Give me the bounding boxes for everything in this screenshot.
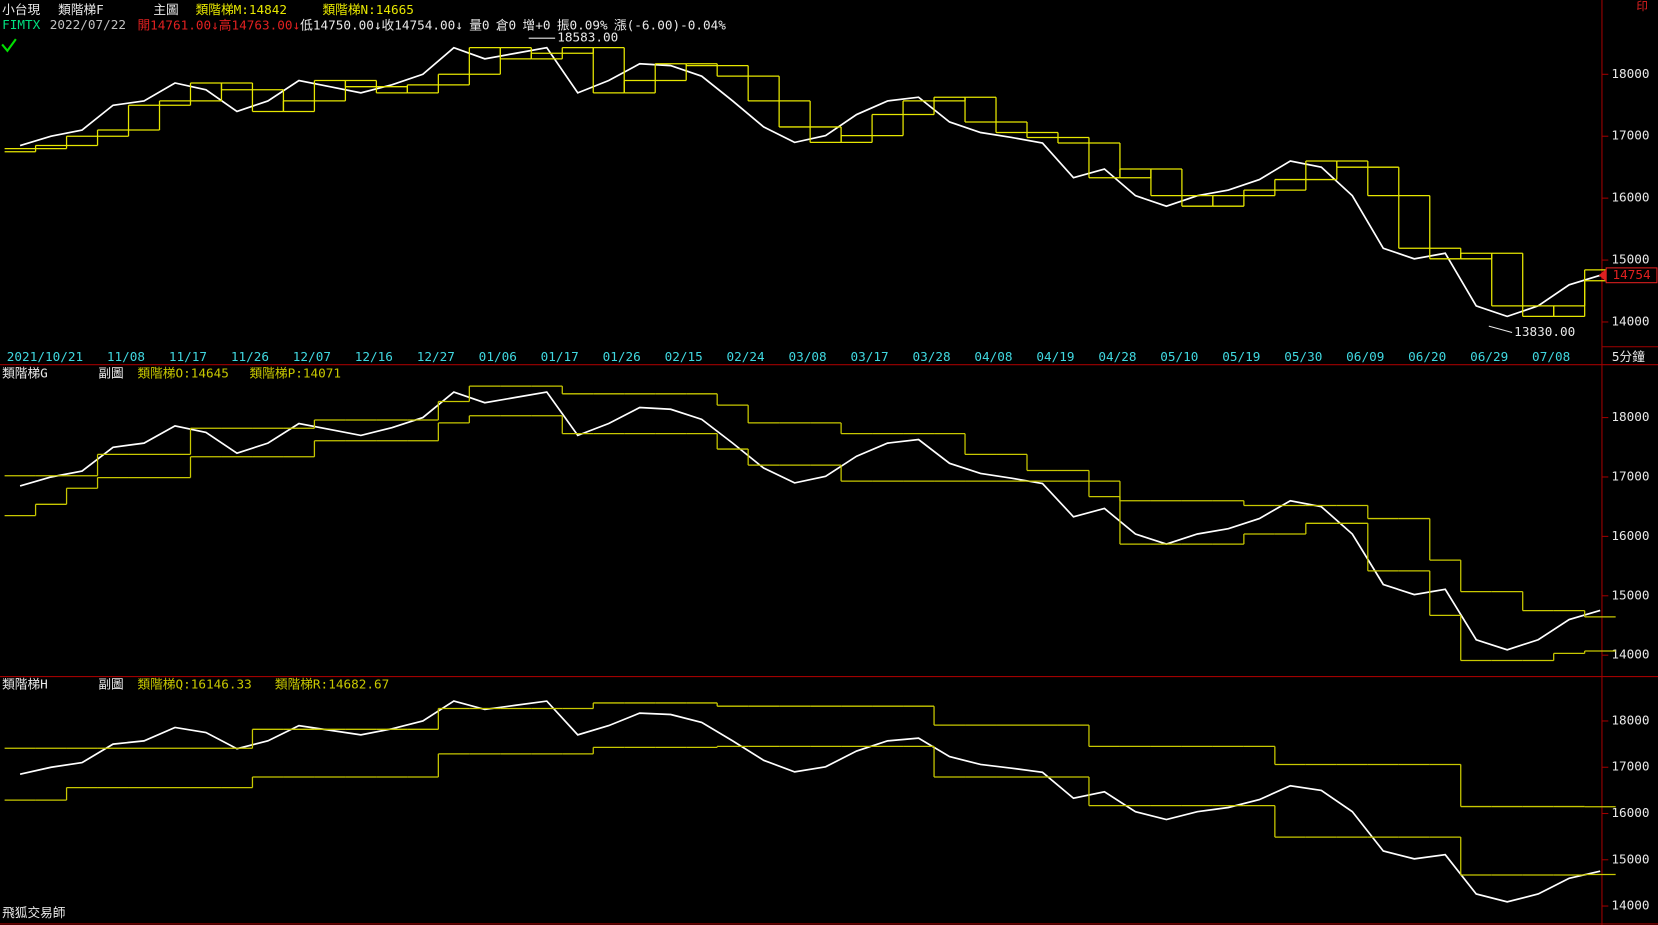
y-tick-label: 17000 <box>1611 759 1649 774</box>
x-tick-label: 11/26 <box>231 349 269 364</box>
x-tick-label: 11/17 <box>169 349 207 364</box>
x-tick-label: 05/30 <box>1284 349 1322 364</box>
quote-item: 收14754.00↓ <box>382 17 463 32</box>
footer: 飛狐交易師 <box>2 905 66 920</box>
x-tick-label: 03/17 <box>850 349 888 364</box>
x-tick-label: 06/29 <box>1470 349 1508 364</box>
x-tick-label: 02/24 <box>727 349 766 364</box>
last-price-label: 14754 <box>1612 267 1651 282</box>
y-tick-label: 15000 <box>1611 851 1649 866</box>
pane-header: 類階梯F <box>58 2 104 17</box>
pane-header: 主圖 <box>153 2 178 17</box>
check-icon <box>1 38 17 53</box>
quote-item: 開14761.00↓ <box>137 17 218 32</box>
quote-item: 振0.09% <box>557 17 608 32</box>
y-tick-label: 17000 <box>1611 128 1649 143</box>
symbol: FIMTX <box>2 17 41 32</box>
x-tick-label: 01/26 <box>603 349 641 364</box>
x-tick-label: 01/17 <box>541 349 579 364</box>
x-tick-label: 06/20 <box>1408 349 1446 364</box>
last-price-arrow <box>1598 268 1607 282</box>
legend-entry: 類階梯P:14071 <box>250 366 341 381</box>
y-tick-label: 16000 <box>1611 190 1649 205</box>
quote-item: 低14750.00↓ <box>300 17 381 32</box>
annotation-pointer <box>1488 325 1513 334</box>
x-tick-label: 12/16 <box>355 349 393 364</box>
x-tick-label: 03/28 <box>912 349 950 364</box>
x-tick-label: 12/07 <box>293 349 331 364</box>
y-tick-label: 16000 <box>1611 528 1649 543</box>
legend-entry: 類階梯R:14682.67 <box>275 677 389 692</box>
y-tick-label: 16000 <box>1611 805 1649 820</box>
annotation: 13830.00 <box>1514 324 1575 339</box>
pane-header: 類階梯H <box>2 677 48 692</box>
x-tick-label: 07/08 <box>1532 349 1570 364</box>
y-tick-label: 15000 <box>1611 252 1649 267</box>
y-tick-label: 14000 <box>1611 647 1649 662</box>
quote-item: 高14763.00↓ <box>219 17 300 32</box>
quote-date: 2022/07/22 <box>50 17 126 32</box>
y-tick-label: 18000 <box>1611 66 1649 81</box>
legend-entry: 類階梯M:14842 <box>196 2 287 17</box>
x-tick-label: 12/27 <box>417 349 455 364</box>
pane-header: 類階梯G <box>2 366 48 381</box>
y-tick-label: 15000 <box>1611 587 1649 602</box>
x-tick-label: 11/08 <box>107 349 145 364</box>
x-tick-label: 04/08 <box>974 349 1012 364</box>
print-button[interactable]: 印 <box>1636 0 1648 13</box>
x-tick-label: 04/19 <box>1036 349 1074 364</box>
last-price-box <box>1605 267 1658 284</box>
pane-header: 副圖 <box>98 366 123 381</box>
quote-item: 量0 <box>469 17 489 32</box>
quote-line: 開14761.00↓高14763.00↓低14750.00↓收14754.00↓… <box>137 17 726 32</box>
y-tick-label: 17000 <box>1611 468 1649 483</box>
annotation: 18583.00 <box>557 30 618 45</box>
legend-entry: 類階梯O:14645 <box>137 366 228 381</box>
quote-item: 漲(-6.00)-0.04% <box>614 17 726 32</box>
pane-header: 小台現 <box>2 2 40 17</box>
quote-item: 倉0 <box>496 17 516 32</box>
quote-item: 增+0 <box>523 17 551 32</box>
x-tick-label: 02/15 <box>665 349 703 364</box>
y-tick-label: 18000 <box>1611 712 1649 727</box>
interval-label: 5分鐘 <box>1612 349 1645 364</box>
x-tick-label: 03/08 <box>789 349 827 364</box>
pane-header: 副圖 <box>98 677 123 692</box>
x-tick-label: 01/06 <box>479 349 517 364</box>
y-tick-label: 18000 <box>1611 409 1649 424</box>
legend-entry: 類階梯Q:16146.33 <box>137 677 251 692</box>
y-tick-label: 14000 <box>1611 313 1649 328</box>
x-tick-label: 04/28 <box>1098 349 1136 364</box>
price-line <box>19 700 1601 903</box>
x-tick-label: 05/10 <box>1160 349 1198 364</box>
x-tick-label: 05/19 <box>1222 349 1260 364</box>
x-tick-label: 2021/10/21 <box>7 349 83 364</box>
price-line <box>19 391 1601 651</box>
x-tick-label: 06/09 <box>1346 349 1384 364</box>
legend-entry: 類階梯N:14665 <box>323 2 414 17</box>
y-tick-label: 14000 <box>1611 898 1649 913</box>
